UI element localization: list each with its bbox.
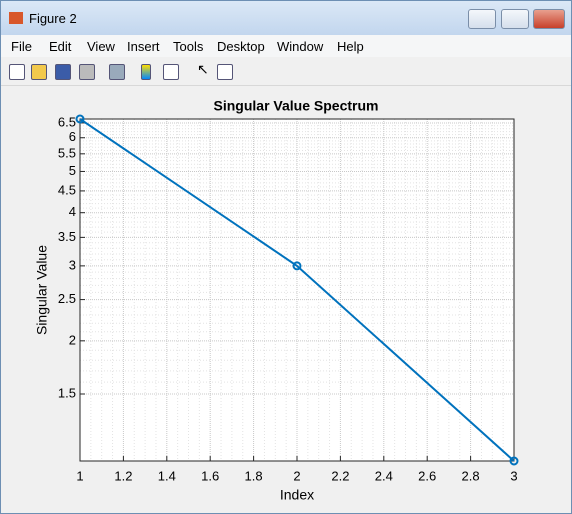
- open-button[interactable]: [31, 64, 47, 80]
- print-button[interactable]: [79, 64, 95, 80]
- x-tick-label: 1.2: [114, 468, 132, 483]
- menu-item[interactable]: Desktop: [217, 39, 265, 54]
- y-tick-label: 6.5: [58, 114, 76, 129]
- menu-item[interactable]: View: [87, 39, 115, 54]
- x-tick-label: 2.2: [331, 468, 349, 483]
- data-point: [509, 456, 519, 466]
- menu-item[interactable]: Window: [277, 39, 324, 54]
- toolbar: ↖: [1, 57, 571, 86]
- x-tick-label: 1.6: [201, 468, 219, 483]
- x-tick-label: 2.4: [375, 468, 393, 483]
- maximize-button[interactable]: [501, 9, 529, 29]
- y-tick-label: 1.5: [58, 385, 76, 400]
- data-point: [292, 261, 302, 271]
- title-bar: Figure 2: [1, 1, 571, 35]
- menu-item[interactable]: Edit: [49, 39, 72, 54]
- y-tick-label: 2: [69, 332, 76, 347]
- new-button[interactable]: [9, 64, 25, 80]
- save-button[interactable]: [55, 64, 71, 80]
- series-line: [79, 118, 515, 462]
- y-tick-label: 2.5: [58, 291, 76, 306]
- x-axis-label: Index: [280, 487, 314, 503]
- plot-tools-button[interactable]: [217, 64, 233, 80]
- axes-box: [79, 118, 515, 462]
- pointer-button[interactable]: ↖: [197, 61, 209, 77]
- chart: Singular Value Spectrum Index Singular V…: [34, 98, 519, 503]
- y-tick-label: 5: [69, 163, 76, 178]
- x-tick-label: 1.8: [245, 468, 263, 483]
- y-tick-label: 4.5: [58, 182, 76, 197]
- close-button[interactable]: [533, 9, 565, 29]
- data-point: [75, 114, 85, 124]
- app-icon: [9, 12, 23, 24]
- menu-item[interactable]: Insert: [127, 39, 160, 54]
- y-tick-label: 4: [69, 204, 76, 219]
- menu-item[interactable]: File: [11, 39, 32, 54]
- menu-bar: File Edit View Insert Tools Desktop Window Help: [1, 35, 571, 57]
- chart-title: Singular Value Spectrum: [214, 98, 379, 114]
- x-tick-label: 3: [510, 468, 517, 483]
- y-tick-label: 5.5: [58, 145, 76, 160]
- minimize-button[interactable]: [468, 9, 496, 29]
- window-title: Figure 2: [29, 11, 77, 26]
- x-tick-label: 2.6: [418, 468, 436, 483]
- x-tick-label: 1.4: [158, 468, 176, 483]
- y-axis-label: Singular Value: [34, 245, 50, 335]
- y-tick-label: 3.5: [58, 229, 76, 244]
- x-tick-label: 2.8: [462, 468, 480, 483]
- y-tick-label: 3: [69, 257, 76, 272]
- y-tick-label: 6: [69, 129, 76, 144]
- menu-item[interactable]: Help: [337, 39, 364, 54]
- x-tick-label: 2: [293, 468, 300, 483]
- link-button[interactable]: [109, 64, 125, 80]
- x-tick-label: 1: [76, 468, 83, 483]
- legend-button[interactable]: [163, 64, 179, 80]
- colorbar-button[interactable]: [141, 64, 151, 80]
- menu-item[interactable]: Tools: [173, 39, 204, 54]
